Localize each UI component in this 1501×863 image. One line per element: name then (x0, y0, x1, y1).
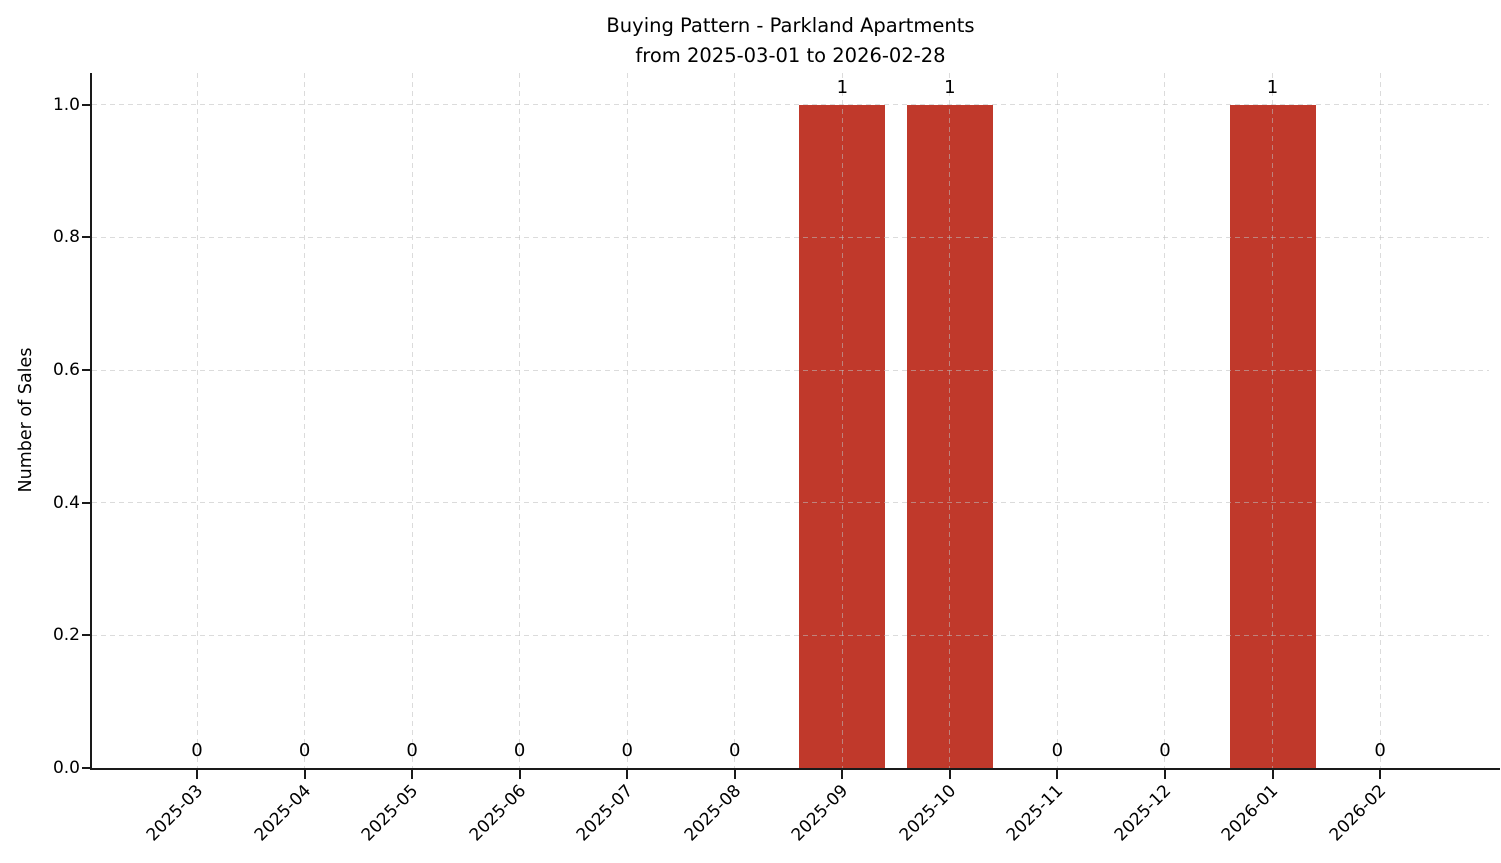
bar-value-label: 1 (836, 76, 849, 98)
y-tick-label: 0.4 (52, 492, 80, 513)
x-tick-label: 2025-09 (788, 781, 853, 846)
x-axis-tick (518, 770, 521, 779)
x-axis-tick (948, 770, 951, 779)
grid-line-vertical (519, 73, 521, 768)
bar-value-label: 0 (1051, 740, 1064, 761)
chart-title: Buying Pattern - Parkland Apartments (606, 14, 975, 37)
x-axis-tick (411, 770, 414, 779)
y-axis-tick (82, 236, 90, 239)
bar-value-label: 1 (1266, 76, 1279, 98)
grid-line-horizontal (92, 369, 1489, 371)
grid-line-vertical (1056, 73, 1058, 768)
y-axis-tick (82, 501, 90, 504)
x-tick-label: 2025-03 (142, 781, 208, 846)
y-axis-tick (82, 103, 90, 106)
bar-value-label: 0 (513, 740, 526, 761)
x-axis-spine (90, 768, 1500, 770)
x-axis-tick (1271, 770, 1274, 779)
grid-line-vertical (841, 73, 843, 768)
x-tick-label: 2025-11 (1003, 781, 1068, 846)
y-axis-tick (82, 767, 90, 769)
y-axis-tick (82, 369, 90, 372)
grid-line-vertical (949, 73, 951, 768)
bar-value-label: 0 (1374, 740, 1386, 761)
y-tick-label: 0.2 (52, 625, 80, 646)
x-tick-label: 2025-08 (680, 781, 745, 846)
x-axis-tick (733, 770, 736, 779)
x-tick-label: 2025-12 (1110, 781, 1176, 846)
grid-line-vertical (1164, 73, 1166, 768)
y-tick-label: 1.0 (52, 94, 80, 115)
bar-value-label: 0 (621, 740, 633, 761)
x-axis-tick (1056, 770, 1059, 779)
x-tick-label: 2025-07 (572, 781, 638, 846)
bar-value-label: 0 (191, 740, 203, 761)
bar-value-label: 0 (729, 740, 741, 761)
x-tick-label: 2026-01 (1218, 781, 1283, 846)
x-axis-tick (303, 770, 306, 779)
grid-line-horizontal (92, 502, 1489, 504)
x-tick-label: 2025-06 (465, 781, 530, 846)
grid-line-vertical (1379, 73, 1381, 768)
y-tick-label: 0.8 (52, 227, 80, 248)
grid-line-vertical (304, 73, 306, 768)
x-axis-tick (626, 770, 629, 779)
y-axis-spine (90, 73, 92, 770)
chart-subtitle: from 2025-03-01 to 2026-02-28 (635, 43, 946, 67)
grid-line-horizontal (92, 104, 1489, 106)
x-axis-tick (841, 770, 844, 779)
x-tick-label: 2026-02 (1325, 781, 1391, 846)
chart-title-block: Buying Pattern - Parkland Apartments fro… (92, 11, 1489, 70)
x-axis-tick (1163, 770, 1166, 779)
y-tick-label: 0.0 (52, 758, 80, 778)
y-tick-label: 0.6 (52, 360, 80, 381)
bar-value-label: 0 (298, 740, 311, 761)
grid-line-vertical (1272, 73, 1273, 768)
grid-line-vertical (734, 73, 736, 768)
grid-line-vertical (626, 73, 628, 768)
bar-value-label: 1 (944, 76, 956, 98)
grid-line-horizontal (92, 634, 1489, 636)
bar-value-label: 0 (406, 740, 418, 761)
y-axis-tick (82, 634, 90, 637)
grid-line-horizontal (92, 236, 1489, 238)
grid-line-vertical (411, 73, 413, 768)
x-tick-label: 2025-10 (895, 781, 961, 846)
x-tick-label: 2025-05 (357, 781, 423, 846)
x-tick-label: 2025-04 (250, 781, 315, 846)
x-axis-tick (196, 770, 198, 779)
x-axis-tick (1379, 770, 1382, 779)
grid-line-vertical (196, 73, 198, 768)
bar-value-label: 0 (1159, 740, 1171, 761)
